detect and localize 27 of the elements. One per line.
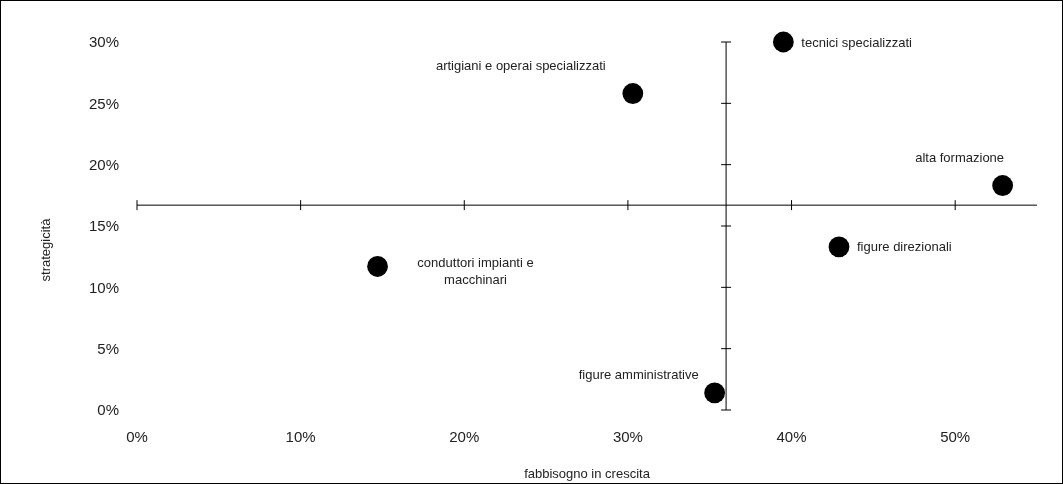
y-tick-label: 5% [97,339,119,357]
y-tick-label: 30% [88,33,119,51]
point [828,236,850,258]
text: conduttori impianti e macchinari [417,255,534,287]
series-label: artigiani e operai specializzati [435,58,606,74]
point [622,83,644,104]
y-tick-label: 0% [97,401,119,419]
series-label: figure direzionali [857,239,952,255]
y-tick-label: 20% [88,155,119,173]
x-tick-label: 30% [612,428,643,445]
x-tick-label: 20% [449,428,480,445]
point [704,382,726,404]
y-tick-label: 15% [88,217,119,235]
x-tick-label: 50% [940,428,971,445]
point [772,31,794,53]
x-tick-label: 0% [126,428,148,445]
y-axis-title: strategicità [38,217,53,282]
series-label: figure amministrative [578,367,699,383]
x-tick-label: 10% [285,428,316,445]
point [992,175,1014,196]
x-axis-title: fabbisogno in crescita [524,466,651,481]
series-label: alta formazione [915,150,1005,166]
x-tick-label: 40% [776,428,807,445]
y-tick-label: 25% [88,94,119,112]
series-label: tecnici specializzati [801,34,913,50]
y-tick-label: 10% [88,278,119,296]
point [367,256,388,277]
